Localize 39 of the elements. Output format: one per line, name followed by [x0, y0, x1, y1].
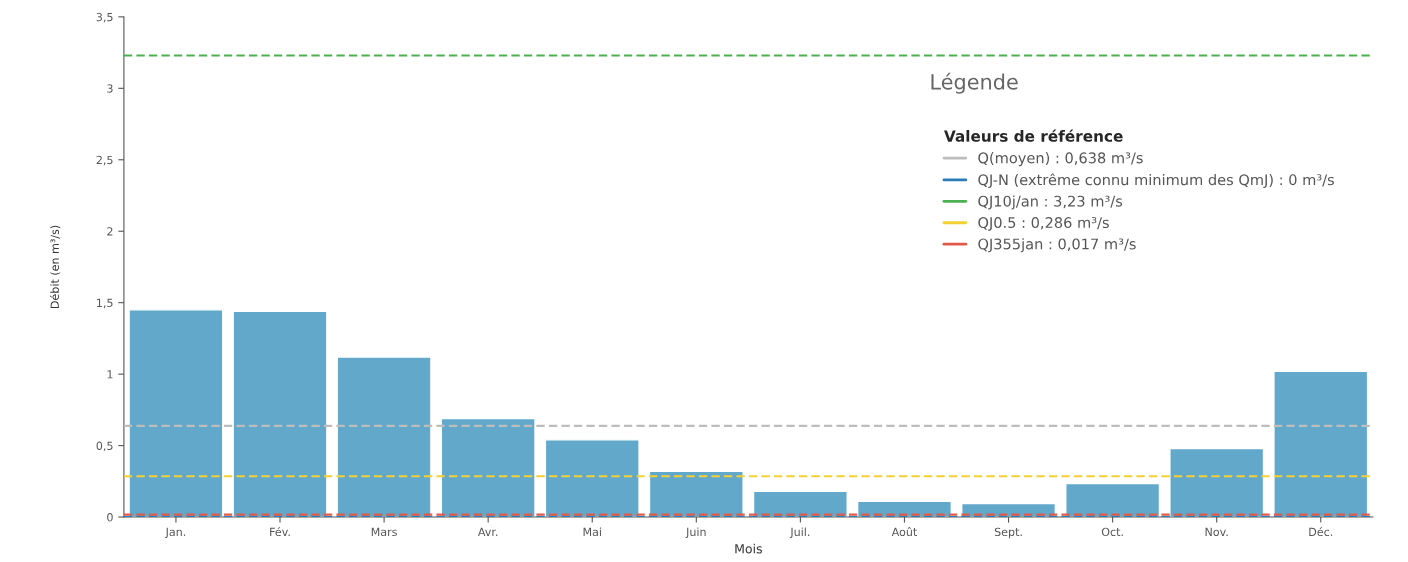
legend-label: QJ0.5 : 0,286 m³/s	[978, 217, 1109, 231]
y-tick-label: 1	[107, 370, 113, 379]
y-tick-label: 1,5	[97, 298, 113, 309]
bar	[128, 309, 224, 518]
legend-label: Q(moyen) : 0,638 m³/s	[978, 152, 1143, 167]
bar	[336, 356, 432, 518]
x-tick-label: Mai	[583, 527, 601, 537]
y-tick-label: 3,5	[96, 12, 113, 23]
y-axis-title: Débit (en m³/s)	[49, 225, 61, 309]
bar	[1065, 482, 1161, 518]
y-tick-label: 3	[107, 84, 113, 93]
x-tick-label: Juin	[685, 527, 706, 539]
legend-label: QJ10j/an : 3,23 m³/s	[978, 195, 1123, 210]
x-tick-label: Août	[891, 527, 917, 537]
y-tick-label: 0	[107, 513, 113, 522]
x-tick-label: Avr.	[477, 527, 498, 536]
bar	[752, 490, 848, 518]
x-tick-label: Mars	[371, 527, 397, 537]
bar	[440, 417, 536, 518]
x-tick-label: Juil.	[789, 527, 810, 539]
y-tick-label: 0,5	[96, 441, 113, 452]
bar	[1169, 447, 1265, 518]
x-tick-label: Fév.	[270, 527, 290, 537]
y-tick-label: 2	[107, 227, 113, 236]
x-tick-label: Jan.	[165, 527, 186, 539]
bar	[544, 439, 640, 518]
y-tick-label: 2,5	[96, 155, 113, 166]
bar	[232, 310, 328, 518]
annotation: Légende	[931, 72, 1018, 94]
legend-label: QJ-N (extrême connu minimum des QmJ) : 0 m³/s	[978, 173, 1334, 188]
x-tick-label: Sept.	[994, 527, 1022, 539]
x-tick-label: Déc.	[1309, 527, 1333, 537]
bar	[648, 470, 744, 518]
legend-title: Valeurs de référence	[944, 129, 1123, 142]
x-tick-label: Nov.	[1205, 527, 1228, 537]
bar	[1273, 370, 1369, 518]
legend-label: QJ355jan : 0,017 m³/s	[978, 238, 1136, 253]
x-axis-title: Mois	[735, 543, 762, 554]
x-tick-label: Oct.	[1101, 527, 1123, 537]
